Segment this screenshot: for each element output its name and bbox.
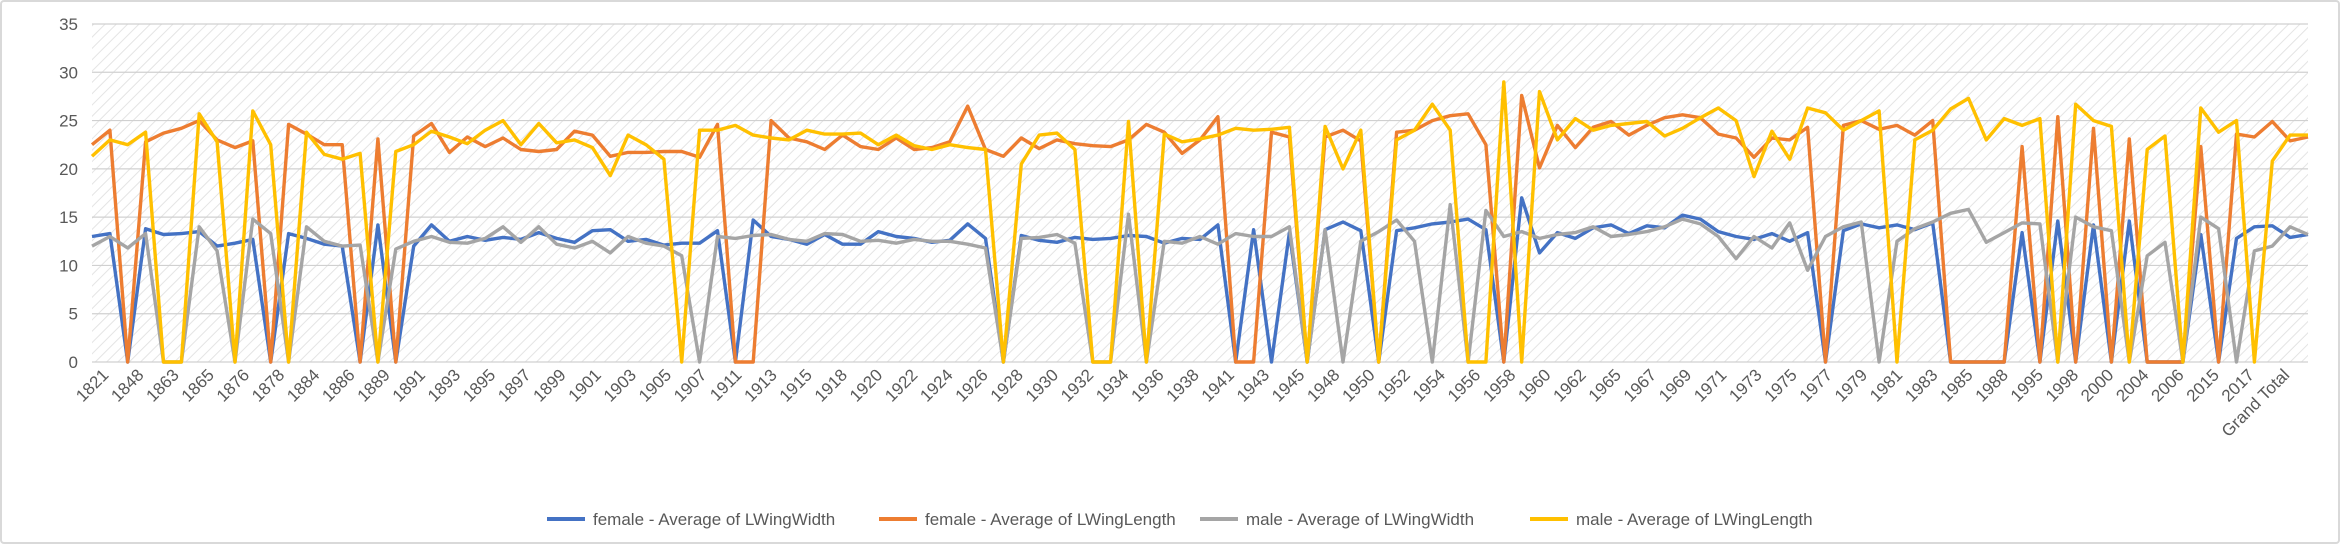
- x-tick-label: 1962: [1550, 365, 1590, 405]
- x-tick-label: 1903: [600, 365, 640, 405]
- x-tick-label: 1884: [283, 365, 323, 405]
- legend: female - Average of LWingWidth female - A…: [547, 510, 1813, 529]
- x-tick-label: 1973: [1725, 365, 1765, 405]
- x-tick-label: 1952: [1374, 365, 1414, 405]
- x-tick-label: 1920: [846, 365, 886, 405]
- gridlines: [92, 23, 2308, 363]
- x-tick-label: 1918: [811, 365, 851, 405]
- x-tick-label: 1958: [1479, 365, 1519, 405]
- y-tick-label: 15: [59, 208, 78, 227]
- x-tick-label: 1863: [143, 365, 183, 405]
- x-axis: 1821184818631865187618781884188618891891…: [72, 365, 2293, 440]
- x-tick-label: 1928: [987, 365, 1027, 405]
- x-tick-label: 1926: [952, 365, 992, 405]
- x-tick-label: 1876: [213, 365, 253, 405]
- x-tick-label: 1981: [1866, 365, 1906, 405]
- series-line-4: [90, 80, 2308, 364]
- x-tick-label: 1901: [565, 365, 605, 405]
- x-tick-label: 1985: [1936, 365, 1976, 405]
- x-tick-label: 2004: [2112, 365, 2152, 405]
- x-tick-label: 1848: [107, 365, 147, 405]
- x-tick-label: 1934: [1092, 365, 1132, 405]
- x-tick-label: 2000: [2077, 365, 2117, 405]
- x-tick-label: 1878: [248, 365, 288, 405]
- x-tick-label: 1891: [389, 365, 429, 405]
- x-tick-label: 1895: [459, 365, 499, 405]
- x-tick-label: 1965: [1585, 365, 1625, 405]
- x-tick-label: 1943: [1233, 365, 1273, 405]
- y-tick-label: 5: [69, 305, 78, 324]
- y-tick-label: 10: [59, 256, 78, 275]
- x-tick-label: 1932: [1057, 365, 1097, 405]
- series-line-3: [91, 202, 2309, 364]
- plot-background: [92, 24, 2308, 362]
- x-tick-label: 1907: [670, 365, 710, 405]
- x-tick-label: 1969: [1655, 365, 1695, 405]
- x-tick-label: 1960: [1514, 365, 1554, 405]
- x-tick-label: 1913: [741, 365, 781, 405]
- x-tick-label: 1936: [1127, 365, 1167, 405]
- x-tick-label: 1983: [1901, 365, 1941, 405]
- x-tick-label: 1988: [1972, 365, 2012, 405]
- x-tick-label: 1897: [494, 365, 534, 405]
- x-tick-label: 1975: [1761, 365, 1801, 405]
- series-line-1: [91, 196, 2309, 364]
- x-tick-label: 2006: [2148, 365, 2188, 405]
- x-tick-label: 2015: [2183, 365, 2223, 405]
- x-tick-label: 1899: [530, 365, 570, 405]
- x-tick-label: 1977: [1796, 365, 1836, 405]
- x-tick-label: 1941: [1198, 365, 1238, 405]
- x-tick-label: 1954: [1409, 365, 1449, 405]
- legend-label-3: male - Average of LWingWidth: [1246, 510, 1474, 529]
- x-tick-label: 1905: [635, 365, 675, 405]
- x-tick-label: 1948: [1303, 365, 1343, 405]
- legend-label-2: female - Average of LWingLength: [925, 510, 1176, 529]
- x-tick-label: 1865: [178, 365, 218, 405]
- x-tick-label: 1945: [1268, 365, 1308, 405]
- x-tick-label: 1950: [1339, 365, 1379, 405]
- x-tick-label: 1922: [881, 365, 921, 405]
- y-axis: 0 5 10 15 20 25 30 35: [59, 15, 78, 372]
- x-tick-label: 1911: [706, 365, 745, 404]
- x-tick-label: 1995: [2007, 365, 2047, 405]
- y-tick-label: 35: [59, 15, 78, 34]
- y-tick-label: 20: [59, 160, 78, 179]
- x-tick-label: 1979: [1831, 365, 1871, 405]
- y-tick-label: 25: [59, 112, 78, 131]
- legend-label-1: female - Average of LWingWidth: [593, 510, 835, 529]
- x-tick-label: 1889: [354, 365, 394, 405]
- x-tick-label: 1886: [318, 365, 358, 405]
- x-tick-label: 1930: [1022, 365, 1062, 405]
- x-tick-label: 1967: [1620, 365, 1660, 405]
- x-tick-label: 1956: [1444, 365, 1484, 405]
- legend-label-4: male - Average of LWingLength: [1576, 510, 1813, 529]
- series-lines: [90, 80, 2309, 364]
- x-tick-label: 1893: [424, 365, 464, 405]
- x-tick-label: 1971: [1690, 365, 1730, 405]
- x-tick-label: 1998: [2042, 365, 2082, 405]
- x-tick-label: 1938: [1163, 365, 1203, 405]
- x-tick-label: 1924: [916, 365, 956, 405]
- x-tick-label: 1821: [72, 365, 112, 405]
- x-tick-label: 1915: [776, 365, 816, 405]
- y-tick-label: 0: [69, 353, 78, 372]
- y-tick-label: 30: [59, 63, 78, 82]
